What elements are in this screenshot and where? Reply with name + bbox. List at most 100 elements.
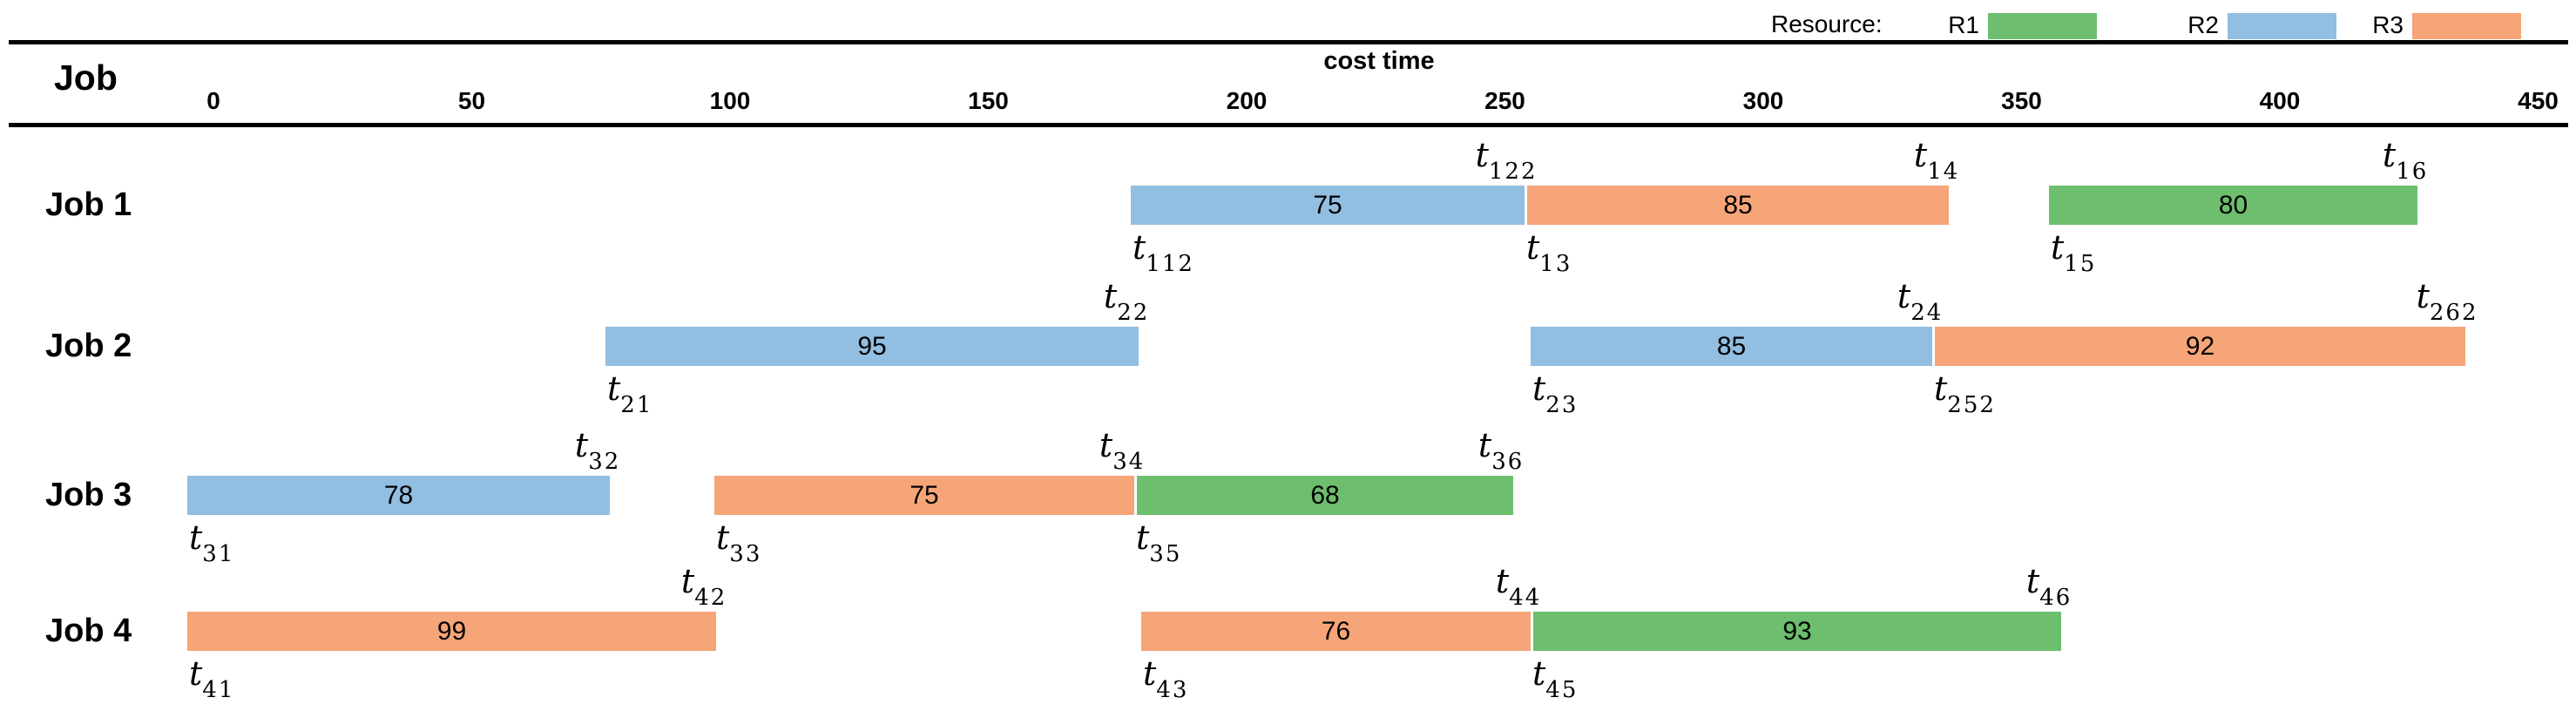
tag-subscript: 46: [2039, 585, 2072, 611]
legend-label-r2: R2: [2187, 11, 2219, 38]
tag-base: t: [2025, 562, 2040, 600]
end-tag-t42: t42: [680, 562, 727, 611]
tag-base: t: [1475, 136, 1489, 174]
bar-duration-label: 99: [436, 617, 467, 646]
tag-base: t: [1136, 518, 1150, 557]
x-tick-50: 50: [457, 87, 486, 114]
legend-swatch-r2: [2228, 13, 2336, 39]
tag-subscript: 45: [1545, 677, 1579, 703]
gantt-bar-job-2-op2-r2: 85: [1531, 327, 1932, 366]
tag-base: t: [2416, 277, 2430, 315]
x-tick-350: 350: [2001, 87, 2042, 114]
tag-subscript: 43: [1156, 677, 1189, 703]
gantt-bar-job-1-op1-r2: 75: [1131, 186, 1525, 225]
start-tag-t33: t33: [716, 518, 761, 567]
start-tag-t31: t31: [189, 520, 234, 567]
tag-subscript: 262: [2429, 300, 2478, 326]
gantt-bar-job-2-op1-r2: 95: [605, 327, 1139, 366]
start-tag-t252: t252: [1934, 369, 1996, 418]
tag-base: t: [607, 369, 621, 408]
tag-base: t: [1897, 277, 1911, 315]
x-axis-label: cost time: [1323, 47, 1435, 75]
gantt-bar-job-4-op3-r1: 93: [1531, 612, 2061, 651]
gantt-bar-job-3-op3-r1: 68: [1134, 476, 1513, 515]
legend: Resource: R1 R2 R3: [0, 0, 2576, 40]
legend-swatch-r1: [1988, 13, 2097, 39]
tag-subscript: 22: [1117, 300, 1150, 326]
end-tag-t22: t22: [1104, 279, 1149, 326]
bar-duration-label: 85: [1723, 191, 1753, 220]
start-tag-t13: t13: [1526, 230, 1572, 277]
bar-duration-label: 76: [1321, 617, 1351, 646]
tag-base: t: [716, 518, 730, 557]
end-tag-t44: t44: [1495, 562, 1541, 611]
gantt-bar-job-4-op1-r3: 99: [187, 612, 716, 651]
bar-duration-label: 75: [1313, 191, 1342, 220]
legend-swatch-r3: [2412, 13, 2521, 39]
tag-subscript: 14: [1927, 159, 1960, 185]
bar-duration-label: 92: [2185, 332, 2215, 361]
end-tag-t122: t122: [1475, 136, 1538, 185]
tag-subscript: 112: [1146, 251, 1194, 277]
start-tag-t41: t41: [189, 654, 234, 703]
legend-label-r1: R1: [1948, 11, 1979, 38]
start-tag-t112: t112: [1132, 228, 1194, 277]
tag-base: t: [1477, 426, 1492, 464]
row-label-job-4: Job 4: [45, 613, 132, 649]
tag-base: t: [2051, 228, 2065, 267]
x-tick-400: 400: [2259, 87, 2301, 114]
tag-subscript: 35: [1149, 541, 1182, 567]
bar-duration-label: 93: [1782, 617, 1812, 646]
x-tick-150: 150: [968, 87, 1009, 114]
bar-duration-label: 95: [857, 332, 887, 361]
tag-subscript: 252: [1947, 392, 1996, 418]
x-tick-250: 250: [1484, 87, 1525, 114]
tag-base: t: [1099, 426, 1113, 464]
start-tag-t35: t35: [1136, 518, 1181, 567]
tag-subscript: 33: [729, 541, 762, 567]
tag-base: t: [1934, 369, 1948, 408]
tag-base: t: [189, 654, 203, 693]
x-tick-100: 100: [709, 87, 751, 114]
end-tag-t16: t16: [2383, 138, 2428, 185]
gantt-bar-job-1-op3-r1: 80: [2049, 186, 2417, 225]
tag-base: t: [1495, 562, 1510, 600]
bar-duration-label: 68: [1310, 481, 1340, 510]
end-tag-t32: t32: [574, 426, 620, 475]
end-tag-t14: t14: [1914, 138, 1959, 185]
legend-label-r3: R3: [2372, 11, 2404, 38]
tag-subscript: 44: [1509, 585, 1542, 611]
tag-subscript: 41: [202, 677, 235, 703]
tag-base: t: [1132, 228, 1146, 267]
row-label-job-3: Job 3: [45, 477, 132, 513]
x-tick-0: 0: [206, 87, 220, 114]
end-tag-t24: t24: [1897, 277, 1943, 326]
end-tag-t34: t34: [1099, 426, 1145, 475]
tag-base: t: [1143, 654, 1157, 693]
row-label-job-1: Job 1: [45, 186, 132, 223]
tag-subscript: 32: [588, 449, 621, 475]
start-tag-t45: t45: [1532, 654, 1578, 703]
tag-base: t: [574, 426, 589, 464]
tag-subscript: 122: [1488, 159, 1538, 185]
tag-subscript: 16: [2396, 159, 2429, 185]
header-top-rule: [9, 40, 2568, 44]
tag-subscript: 36: [1491, 449, 1525, 475]
tag-subscript: 13: [1539, 251, 1572, 277]
bar-duration-label: 80: [2218, 191, 2248, 220]
header-bottom-rule: [9, 123, 2568, 127]
tag-subscript: 34: [1112, 449, 1146, 475]
end-tag-t46: t46: [2025, 562, 2072, 611]
bar-duration-label: 75: [909, 481, 939, 510]
tag-base: t: [1532, 654, 1546, 693]
tag-subscript: 23: [1545, 392, 1579, 418]
gantt-bar-job-1-op2-r3: 85: [1525, 186, 1949, 225]
bar-duration-label: 85: [1716, 332, 1747, 361]
start-tag-t21: t21: [607, 369, 652, 418]
gantt-bar-job-3-op2-r3: 75: [714, 476, 1134, 515]
tag-base: t: [680, 562, 695, 600]
gantt-bar-job-2-op3-r3: 92: [1932, 327, 2465, 366]
legend-title: Resource:: [1771, 10, 1883, 37]
tag-subscript: 15: [2064, 251, 2097, 277]
x-tick-450: 450: [2518, 87, 2559, 114]
